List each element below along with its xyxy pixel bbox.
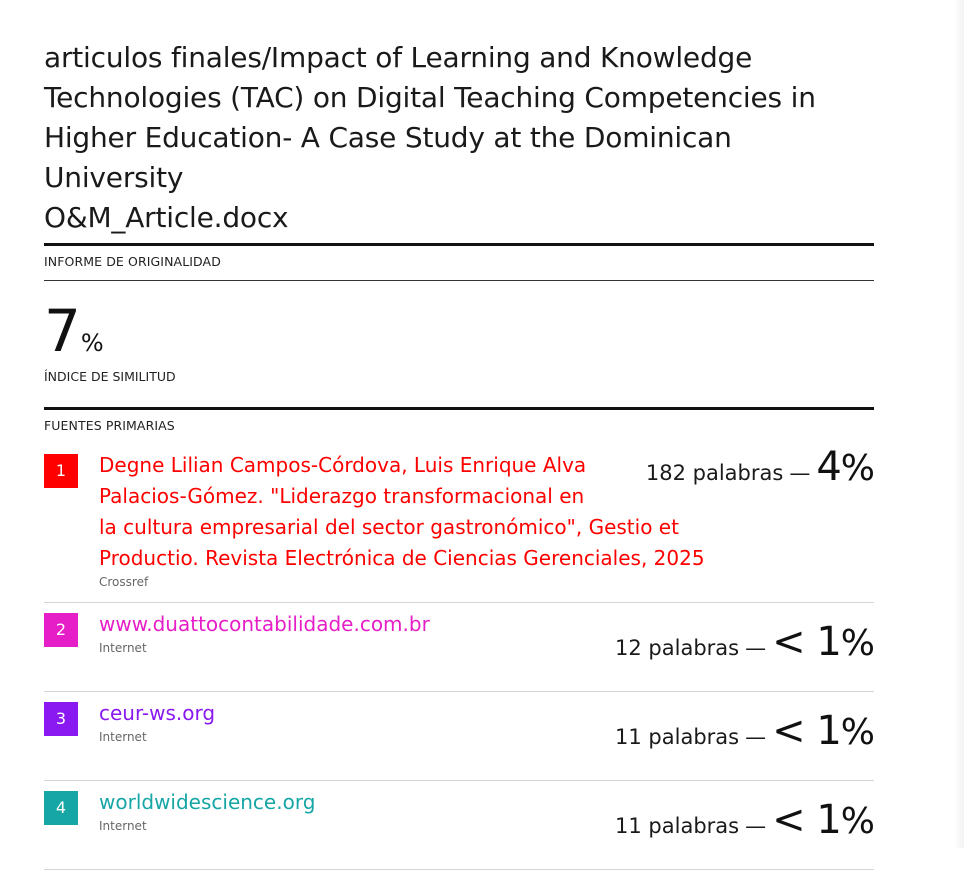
match-percent-sign: % bbox=[840, 712, 875, 753]
source-item: 2 www.duattocontabilidade.com.br Interne… bbox=[44, 603, 875, 692]
similarity-index: 7 % ÍNDICE DE SIMILITUD bbox=[44, 281, 874, 407]
source-match: 11 palabras — < 1% bbox=[615, 797, 875, 843]
source-match: 182 palabras — 4% bbox=[645, 444, 875, 490]
source-name-line: www.duattocontabilidade.com.br bbox=[99, 612, 430, 636]
match-dash: — bbox=[745, 814, 767, 838]
page-edge-shadow bbox=[954, 0, 964, 848]
match-dash: — bbox=[745, 725, 767, 749]
document-title-line: O&M_Article.docx bbox=[44, 201, 289, 234]
match-dash: — bbox=[789, 461, 811, 485]
match-percent: < 1 bbox=[772, 619, 842, 665]
match-word-count: 11 palabras bbox=[615, 814, 740, 838]
source-name-line: Palacios-Gómez. "Liderazgo transformacio… bbox=[99, 484, 585, 508]
source-rank-badge: 3 bbox=[44, 702, 78, 736]
source-name[interactable]: Degne Lilian Campos-Córdova, Luis Enriqu… bbox=[99, 450, 749, 574]
sources-section-label: FUENTES PRIMARIAS bbox=[44, 418, 175, 433]
source-details: ceur-ws.org Internet bbox=[99, 698, 619, 744]
source-item: 4 worldwidescience.org Internet 11 palab… bbox=[44, 781, 875, 870]
source-name-line: ceur-ws.org bbox=[99, 701, 216, 725]
source-type: Internet bbox=[99, 641, 147, 655]
originality-report: articulos finales/Impact of Learning and… bbox=[44, 38, 875, 870]
source-rank-badge: 4 bbox=[44, 791, 78, 825]
index-divider bbox=[44, 407, 874, 410]
similarity-value: 7 % bbox=[44, 297, 874, 365]
document-title-line: Higher Education- A Case Study at the Do… bbox=[44, 121, 732, 194]
title-divider bbox=[44, 243, 874, 246]
match-percent-sign: % bbox=[840, 801, 875, 842]
source-type: Internet bbox=[99, 819, 147, 833]
source-name-line: Degne Lilian Campos-Córdova, Luis Enriqu… bbox=[99, 453, 587, 477]
originality-section-label: INFORME DE ORIGINALIDAD bbox=[44, 254, 221, 269]
source-name[interactable]: ceur-ws.org bbox=[99, 698, 619, 729]
source-match: 11 palabras — < 1% bbox=[615, 708, 875, 754]
source-name[interactable]: worldwidescience.org bbox=[99, 787, 619, 818]
match-percent-sign: % bbox=[840, 448, 875, 489]
match-dash: — bbox=[745, 636, 767, 660]
source-details: worldwidescience.org Internet bbox=[99, 787, 619, 833]
source-type: Crossref bbox=[99, 575, 149, 589]
source-item: 1 Degne Lilian Campos-Córdova, Luis Enri… bbox=[44, 444, 875, 603]
similarity-label: ÍNDICE DE SIMILITUD bbox=[44, 369, 176, 384]
match-percent: < 1 bbox=[772, 708, 842, 754]
source-name[interactable]: www.duattocontabilidade.com.br bbox=[99, 609, 619, 640]
section-divider bbox=[44, 280, 874, 281]
source-list: 1 Degne Lilian Campos-Córdova, Luis Enri… bbox=[44, 444, 875, 870]
document-title-line: Technologies (TAC) on Digital Teaching C… bbox=[44, 81, 816, 114]
source-details: Degne Lilian Campos-Córdova, Luis Enriqu… bbox=[99, 450, 749, 589]
match-percent: < 1 bbox=[772, 797, 842, 843]
source-name-line: la cultura empresarial del sector gastro… bbox=[99, 515, 679, 539]
match-word-count: 11 palabras bbox=[615, 725, 740, 749]
document-title-line: articulos finales/Impact of Learning and… bbox=[44, 41, 753, 74]
source-rank-badge: 2 bbox=[44, 613, 78, 647]
source-name-line: worldwidescience.org bbox=[99, 790, 316, 814]
source-item: 3 ceur-ws.org Internet 11 palabras — < 1… bbox=[44, 692, 875, 781]
match-percent-sign: % bbox=[840, 623, 875, 664]
source-match: 12 palabras — < 1% bbox=[615, 619, 875, 665]
document-title: articulos finales/Impact of Learning and… bbox=[44, 38, 874, 238]
source-type: Internet bbox=[99, 730, 147, 744]
similarity-number: 7 bbox=[44, 297, 81, 365]
similarity-percent-sign: % bbox=[80, 329, 104, 357]
source-name-line: Productio. Revista Electrónica de Cienci… bbox=[99, 546, 705, 570]
source-details: www.duattocontabilidade.com.br Internet bbox=[99, 609, 619, 655]
match-word-count: 182 palabras bbox=[645, 461, 784, 485]
match-percent: 4 bbox=[816, 444, 841, 490]
source-rank-badge: 1 bbox=[44, 454, 78, 488]
match-word-count: 12 palabras bbox=[615, 636, 740, 660]
